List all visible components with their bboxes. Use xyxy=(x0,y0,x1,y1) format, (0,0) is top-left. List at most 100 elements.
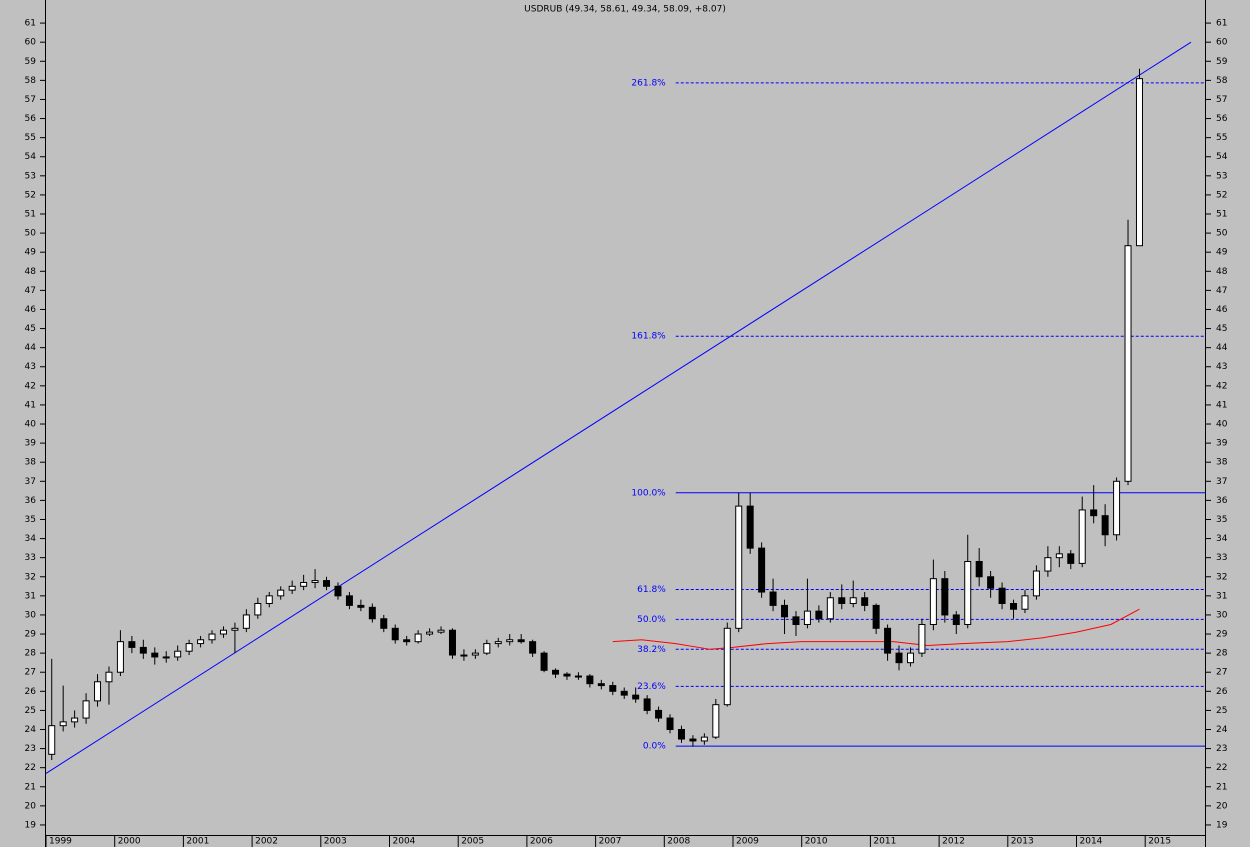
candle-body xyxy=(277,589,285,597)
y-tick-label-right: 61 xyxy=(1216,19,1227,29)
candle-body xyxy=(323,580,331,587)
candle-body xyxy=(700,736,708,742)
y-tick-label-left: 41 xyxy=(25,400,36,410)
y-tick-label-left: 59 xyxy=(25,57,37,67)
candle-body xyxy=(174,650,182,658)
y-tick-label-left: 48 xyxy=(25,267,37,277)
candle-body xyxy=(872,604,880,629)
y-tick-label-right: 36 xyxy=(1216,496,1228,506)
y-tick-label-right: 54 xyxy=(1216,152,1228,162)
candle-body xyxy=(643,698,651,711)
y-tick-label-right: 58 xyxy=(1216,76,1228,86)
x-tick-label: 2002 xyxy=(255,837,278,847)
candle-body xyxy=(494,641,502,645)
candle-body xyxy=(288,585,296,591)
candle-body xyxy=(781,604,789,618)
y-tick-label-right: 46 xyxy=(1216,305,1228,315)
candle-body xyxy=(838,597,846,604)
y-tick-label-right: 20 xyxy=(1216,801,1228,811)
y-tick-label-left: 49 xyxy=(25,248,37,258)
candle-body xyxy=(426,631,434,635)
y-tick-label-right: 49 xyxy=(1216,248,1228,258)
candle-body xyxy=(391,627,399,641)
y-tick-label-right: 53 xyxy=(1216,171,1227,181)
candle-body xyxy=(987,576,995,589)
y-tick-label-left: 32 xyxy=(25,572,36,582)
candle-body xyxy=(689,738,697,742)
fib-label: 161.8% xyxy=(631,332,666,342)
candle-body xyxy=(334,585,342,597)
candle-body xyxy=(414,633,422,643)
y-tick-label-right: 37 xyxy=(1216,477,1227,487)
candle-body xyxy=(1067,553,1075,564)
y-tick-label-left: 26 xyxy=(25,687,37,697)
candle-body xyxy=(437,629,445,633)
y-tick-label-left: 31 xyxy=(25,591,36,601)
candle-body xyxy=(448,629,456,656)
candle-body xyxy=(1113,480,1121,536)
candle-body xyxy=(792,616,800,625)
x-tick-label: 2011 xyxy=(873,837,896,847)
y-tick-label-left: 44 xyxy=(25,343,37,353)
candle-body xyxy=(208,633,216,641)
y-tick-label-left: 23 xyxy=(25,744,36,754)
candle-body xyxy=(1101,515,1109,536)
y-tick-label-right: 40 xyxy=(1216,420,1228,430)
candle-body xyxy=(105,671,113,683)
y-tick-label-left: 21 xyxy=(25,782,36,792)
candle-body xyxy=(666,717,674,730)
y-tick-label-left: 22 xyxy=(25,763,36,773)
y-tick-label-left: 60 xyxy=(25,38,37,48)
candle-body xyxy=(609,685,617,692)
candle-body xyxy=(929,578,937,625)
y-tick-label-left: 56 xyxy=(25,114,37,124)
y-tick-label-right: 24 xyxy=(1216,725,1228,735)
x-tick-label: 2003 xyxy=(324,837,347,847)
candle-body xyxy=(197,639,205,645)
candle-body xyxy=(1021,595,1029,610)
y-tick-label-left: 37 xyxy=(25,477,36,487)
candle-body xyxy=(552,669,560,675)
candle-body xyxy=(941,578,949,616)
y-tick-label-left: 39 xyxy=(25,439,37,449)
candle-body xyxy=(574,675,582,678)
y-tick-label-right: 26 xyxy=(1216,687,1228,697)
y-tick-label-left: 58 xyxy=(25,76,37,86)
candle-body xyxy=(219,629,227,635)
y-tick-label-right: 21 xyxy=(1216,782,1227,792)
y-tick-label-left: 42 xyxy=(25,381,36,391)
y-tick-label-left: 33 xyxy=(25,553,36,563)
x-tick-label: 2015 xyxy=(1148,837,1171,847)
y-tick-label-left: 24 xyxy=(25,725,37,735)
y-tick-label-right: 43 xyxy=(1216,362,1227,372)
x-tick-label: 2001 xyxy=(186,837,209,847)
candle-body xyxy=(82,700,90,719)
y-tick-label-right: 39 xyxy=(1216,439,1228,449)
y-tick-label-left: 53 xyxy=(25,171,36,181)
candle-body xyxy=(94,681,102,702)
candle-body xyxy=(116,641,124,673)
y-tick-label-right: 22 xyxy=(1216,763,1227,773)
candle-body xyxy=(620,690,628,696)
y-tick-label-left: 47 xyxy=(25,286,36,296)
candle-body xyxy=(506,639,514,643)
y-tick-label-left: 38 xyxy=(25,458,37,468)
candle-body xyxy=(826,597,834,620)
candle-body xyxy=(162,656,170,659)
candle-body xyxy=(1044,557,1052,572)
x-tick-label: 2014 xyxy=(1080,837,1103,847)
candle-body xyxy=(254,602,262,616)
y-tick-label-right: 23 xyxy=(1216,744,1227,754)
y-tick-label-right: 59 xyxy=(1216,57,1228,67)
moving-average xyxy=(612,608,1140,650)
candle-body xyxy=(677,728,685,740)
candle-body xyxy=(1055,553,1063,559)
candle-body xyxy=(586,675,594,685)
y-tick-label-right: 55 xyxy=(1216,133,1227,143)
y-tick-label-right: 44 xyxy=(1216,343,1228,353)
candle-body xyxy=(655,709,663,719)
y-tick-label-left: 35 xyxy=(25,515,36,525)
candle-body xyxy=(1090,509,1098,517)
x-tick-label: 2007 xyxy=(599,837,622,847)
